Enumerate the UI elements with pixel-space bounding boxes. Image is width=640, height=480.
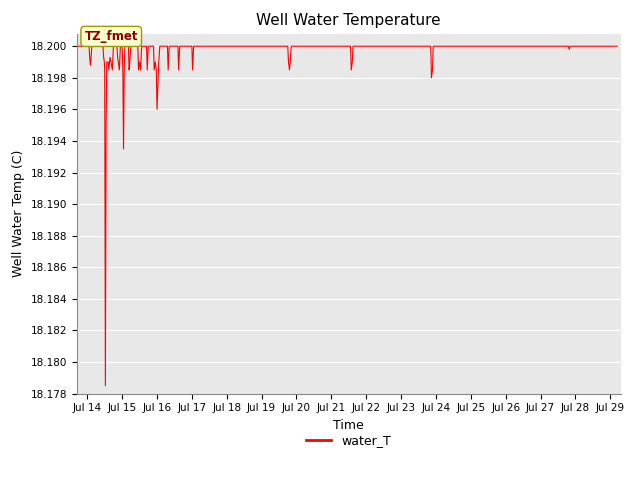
Y-axis label: Well Water Temp (C): Well Water Temp (C) bbox=[12, 150, 25, 277]
Text: TZ_fmet: TZ_fmet bbox=[84, 30, 138, 43]
water_T bbox=[150, 43, 157, 49]
water_T bbox=[150, 67, 158, 73]
water_T bbox=[428, 75, 435, 81]
Title: Well Water Temperature: Well Water Temperature bbox=[257, 13, 441, 28]
Legend: water_T: water_T bbox=[301, 429, 396, 452]
water_T bbox=[119, 67, 127, 73]
water_T bbox=[614, 43, 621, 49]
water_T bbox=[102, 383, 109, 389]
water_T bbox=[107, 59, 115, 65]
water_T bbox=[73, 43, 81, 49]
X-axis label: Time: Time bbox=[333, 419, 364, 432]
Line: water_T: water_T bbox=[77, 46, 618, 386]
water_T bbox=[109, 67, 116, 73]
